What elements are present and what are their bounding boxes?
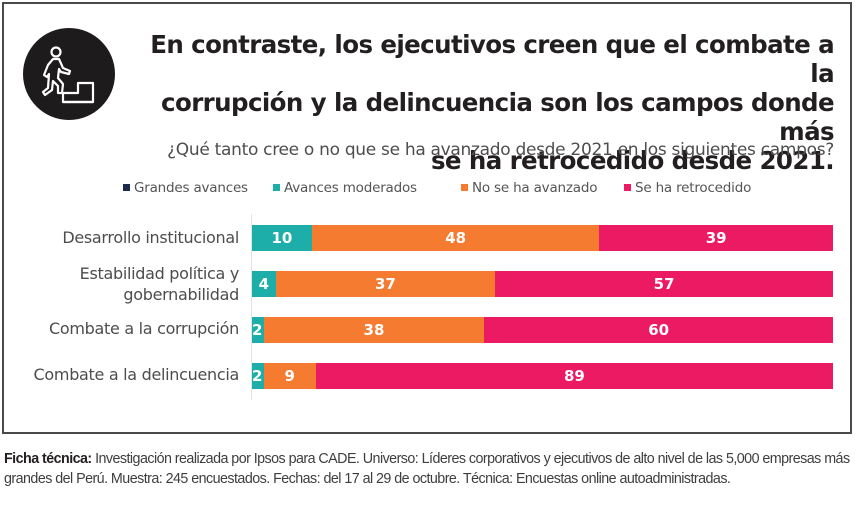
- legend-item-se-ha-retrocedido: Se ha retrocedido: [624, 180, 751, 196]
- category-label: Combate a la delincuencia: [33, 364, 240, 385]
- methodology-text: Investigación realizada por Ipsos para C…: [4, 451, 850, 487]
- category-label: Estabilidad política y gobernabilidad: [79, 263, 240, 305]
- legend-item-no-se-ha-avanzado: No se ha avanzado: [461, 180, 597, 196]
- legend-item-avances-moderados: Avances moderados: [273, 180, 417, 196]
- legend-item-grandes-avances: Grandes avances: [123, 180, 248, 196]
- legend-swatch: [273, 183, 280, 191]
- headline-line-2: corrupción y la delincuencia son los cam…: [161, 88, 835, 146]
- person-climbing-stairs-icon: [23, 28, 115, 120]
- legend-label: Avances moderados: [284, 180, 417, 196]
- headline-line-3: se ha retrocedido desde 2021.: [430, 146, 835, 175]
- headline: En contraste, los ejecutivos creen que e…: [140, 30, 834, 175]
- legend-swatch: [123, 183, 130, 191]
- methodology-label: Ficha técnica:: [4, 451, 92, 467]
- category-label-line: Combate a la corrupción: [49, 319, 239, 338]
- legend-swatch: [624, 183, 631, 191]
- legend-swatch: [461, 183, 468, 191]
- legend: Grandes avances Avances moderados No se …: [0, 180, 856, 198]
- legend-label: No se ha avanzado: [472, 180, 598, 196]
- category-label: Desarrollo institucional: [62, 227, 239, 248]
- legend-label: Grandes avances: [134, 180, 248, 196]
- category-label-line: Combate a la delincuencia: [33, 365, 240, 384]
- chart-subtitle: ¿Qué tanto cree o no que se ha avanzado …: [167, 140, 834, 160]
- category-label-line: Estabilidad política y: [79, 264, 240, 283]
- legend-label: Se ha retrocedido: [635, 180, 752, 196]
- stairs-climber-glyph: [41, 46, 95, 104]
- category-axis-line: [251, 214, 252, 400]
- category-label-line: gobernabilidad: [123, 285, 239, 304]
- category-label-line: Desarrollo institucional: [62, 228, 239, 247]
- headline-line-1: En contraste, los ejecutivos creen que e…: [150, 30, 834, 88]
- chart-frame: [2, 2, 852, 434]
- methodology-note: Ficha técnica: Investigación realizada p…: [4, 450, 854, 489]
- category-label: Combate a la corrupción: [49, 318, 239, 339]
